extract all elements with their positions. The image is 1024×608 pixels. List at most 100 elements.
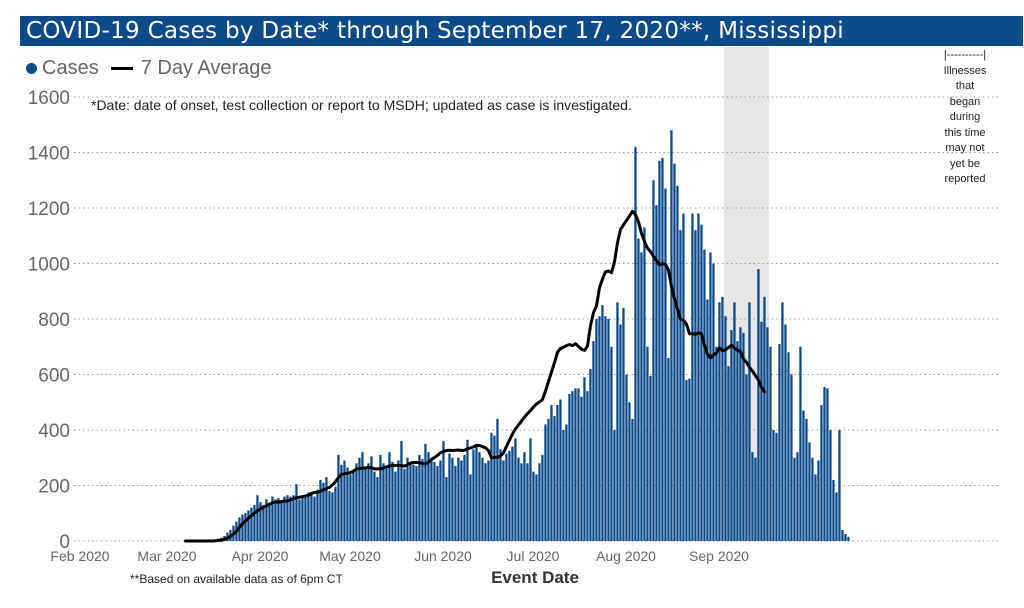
case-bar — [799, 346, 802, 541]
case-bar — [706, 299, 709, 541]
case-bar — [784, 324, 787, 541]
case-bar — [331, 492, 334, 541]
case-bar — [439, 460, 442, 541]
case-bar — [748, 302, 751, 541]
case-bar — [739, 327, 742, 541]
case-bar — [307, 492, 310, 541]
case-bar — [664, 188, 667, 541]
case-bar — [673, 163, 676, 541]
case-bar — [271, 496, 274, 541]
case-bar — [448, 453, 451, 541]
case-bar — [277, 497, 280, 541]
case-bar — [847, 536, 850, 541]
case-bar — [667, 357, 670, 541]
case-bar — [475, 443, 478, 541]
case-bar — [340, 464, 343, 541]
case-bar — [775, 432, 778, 541]
case-bar — [355, 463, 358, 541]
case-bar — [508, 450, 511, 541]
reporting-lag-note-line: may not — [945, 142, 985, 154]
case-bar — [820, 405, 823, 541]
case-bar — [463, 454, 466, 541]
data-source-note: **Based on available data as of 6pm CT — [130, 572, 343, 586]
case-bar — [685, 380, 688, 541]
case-bar — [472, 449, 475, 541]
case-bar — [682, 213, 685, 542]
case-bar — [787, 352, 790, 541]
case-bar — [556, 405, 559, 541]
case-bar — [301, 497, 304, 541]
case-bar — [625, 374, 628, 541]
case-bar — [823, 386, 826, 541]
case-bar — [640, 252, 643, 541]
case-bar — [526, 463, 529, 541]
case-bar — [811, 457, 814, 541]
reporting-lag-note-line: reported — [944, 173, 986, 185]
case-bar — [487, 460, 490, 541]
case-bar — [724, 316, 727, 541]
chart-title: COVID-19 Cases by Date* through Septembe… — [26, 18, 844, 44]
case-bar — [442, 441, 445, 541]
case-bar — [553, 416, 556, 541]
case-bar — [505, 453, 508, 541]
case-bar — [322, 482, 325, 541]
case-bar — [289, 496, 292, 541]
case-bar — [826, 388, 829, 541]
case-bar — [661, 158, 664, 542]
case-bar — [313, 496, 316, 541]
case-bar — [484, 463, 487, 541]
case-bar — [577, 388, 580, 541]
y-tick-label: 1600 — [28, 88, 70, 109]
case-bar — [763, 296, 766, 541]
case-bar — [679, 230, 682, 541]
case-bar — [379, 454, 382, 541]
case-bar — [514, 438, 517, 541]
x-tick-label: Aug 2020 — [596, 548, 656, 564]
case-bar — [490, 432, 493, 541]
case-bar — [469, 474, 472, 541]
case-bar — [481, 457, 484, 541]
case-bar — [283, 496, 286, 541]
case-bar — [244, 513, 247, 541]
reporting-lag-note-line: Illnesses — [943, 64, 987, 77]
case-bar — [529, 438, 532, 541]
case-bar — [349, 474, 352, 541]
case-bar — [697, 213, 700, 542]
x-tick-label: Jun 2020 — [414, 548, 472, 564]
y-tick-label: 800 — [38, 310, 70, 331]
case-bar — [781, 302, 784, 541]
case-bar — [754, 457, 757, 541]
case-bar — [391, 461, 394, 541]
case-bar — [538, 463, 541, 541]
case-bar — [250, 507, 253, 541]
case-bar — [655, 205, 658, 541]
case-bar — [772, 430, 775, 541]
case-bar — [493, 435, 496, 541]
case-bar — [547, 418, 550, 541]
case-bar — [517, 457, 520, 541]
case-bar — [451, 457, 454, 541]
case-bar — [298, 499, 301, 541]
case-bar — [430, 457, 433, 541]
case-bar — [268, 504, 271, 541]
x-tick-label: Feb 2020 — [50, 548, 109, 564]
case-bar — [274, 499, 277, 541]
case-bar — [844, 534, 847, 541]
case-bar — [478, 452, 481, 541]
cases-legend-label: Cases — [42, 56, 99, 79]
case-bar — [793, 457, 796, 541]
case-bar — [457, 457, 460, 541]
case-bar — [403, 468, 406, 541]
average-legend-marker — [110, 66, 133, 70]
case-bars — [208, 130, 850, 542]
y-tick-label: 200 — [38, 477, 70, 498]
case-bar — [709, 252, 712, 541]
case-bar — [319, 479, 322, 541]
case-bar — [502, 460, 505, 541]
case-bar — [265, 499, 268, 541]
case-bar — [535, 474, 538, 541]
case-bar — [676, 185, 679, 542]
case-bar — [622, 307, 625, 541]
case-bar — [751, 452, 754, 541]
case-bar — [511, 446, 514, 541]
